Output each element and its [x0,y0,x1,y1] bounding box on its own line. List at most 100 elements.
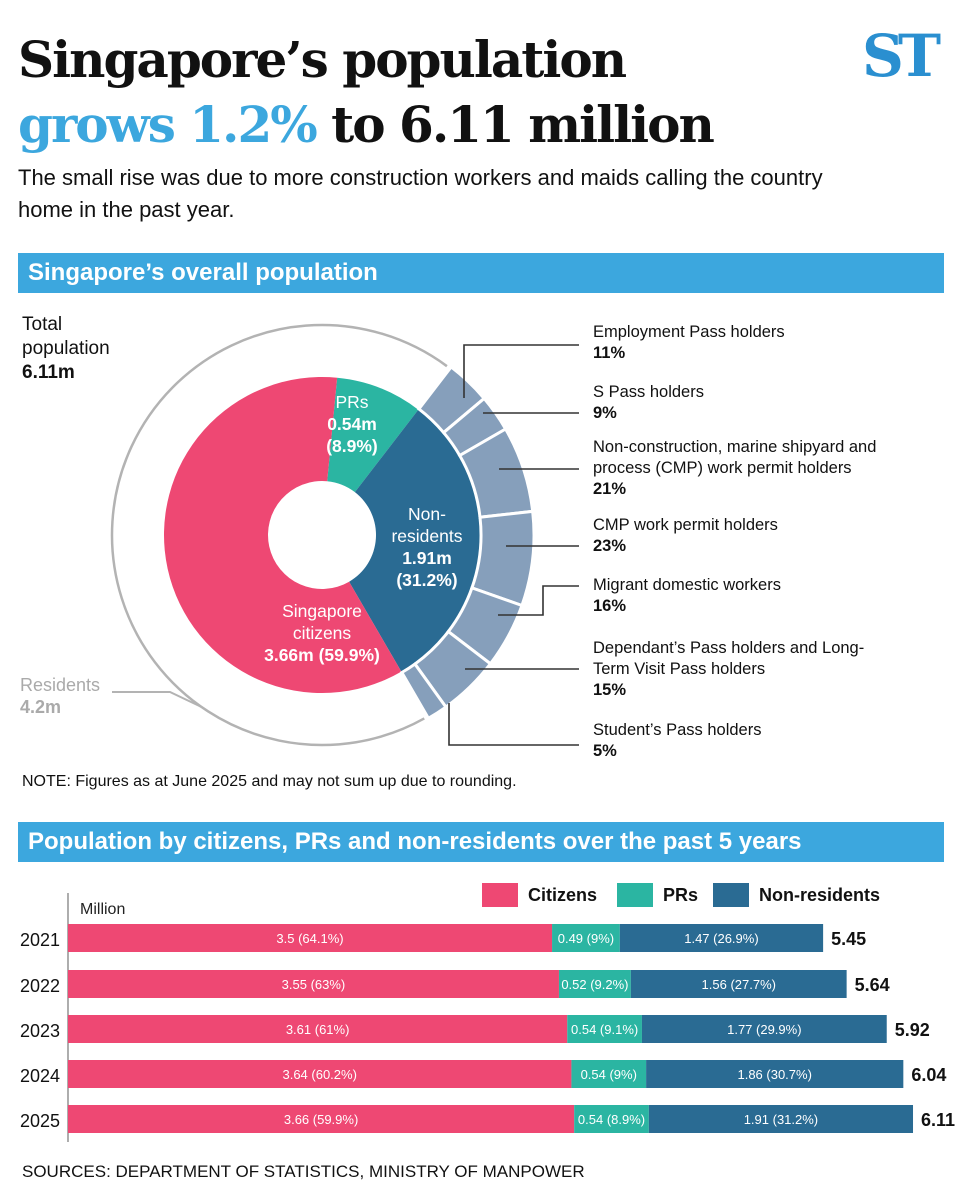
breakdown-label: Student’s Pass holders 5% [593,720,883,762]
residents-leader-line [112,691,202,708]
donut-slice-singapore-citizens [163,377,402,693]
section-heading-overall: Singapore’s overall population [18,253,944,293]
breakdown-percent: 23% [593,537,627,555]
slice-label: Singapore [282,601,362,621]
year-label: 2024 [20,1066,60,1086]
breakdown-label-text: Employment Pass holders [593,323,785,341]
slice-label: 3.66m (59.9%) [264,645,380,665]
breakdown-percent: 15% [593,681,627,699]
breakdown-label-text: Student’s Pass holders [593,721,762,739]
breakdown-percent: 9% [593,404,617,422]
breakdown-label: Migrant domestic workers 16% [593,575,883,617]
axis-unit-label: Million [80,901,125,918]
breakdown-label-text: CMP work permit holders [593,516,778,534]
donut-slice-prs [327,377,419,493]
breakdown-segment [399,661,448,721]
leader-line [448,703,579,746]
breakdown-percent: 16% [593,597,627,615]
bar-segment-citizens [68,1060,572,1088]
year-label: 2022 [20,976,60,996]
year-label: 2025 [20,1111,60,1131]
bar-data-label: 0.54 (9%) [581,1067,637,1082]
year-label: 2023 [20,1021,60,1041]
slice-label: Non- [408,504,446,524]
year-label: 2021 [20,930,60,950]
bar-data-label: 3.64 (60.2%) [282,1067,356,1082]
bar-segment-non-residents [648,1105,914,1133]
bar-data-label: 3.5 (64.1%) [276,931,343,946]
bar-total-label: 5.64 [855,975,890,995]
bar-segment-citizens [68,970,559,998]
bar-segment-non-residents [630,970,847,998]
bar-data-label: 1.86 (30.7%) [737,1067,811,1082]
bar-data-label: 0.54 (9.1%) [571,1022,638,1037]
bar-total-label: 6.04 [911,1065,946,1085]
bar-segment-prs [552,924,620,952]
headline-line1: Singapore’s population [18,30,627,89]
note: NOTE: Figures as at June 2025 and may no… [22,773,517,790]
bar-total-label: 5.45 [831,929,866,949]
breakdown-label: Non-construction, marine shipyard and pr… [593,437,933,500]
donut-slice-non-residents [349,409,480,672]
legend-label: PRs [663,885,698,905]
breakdown-label-text: Dependant’s Pass holders and Long-Term V… [593,639,865,678]
leader-line [498,585,579,616]
bar-segment-citizens [68,924,553,952]
bar-segment-prs [558,970,631,998]
bar-data-label: 1.47 (26.9%) [684,931,758,946]
breakdown-label-text: Non-construction, marine shipyard and pr… [593,438,877,477]
bar-data-label: 3.61 (61%) [286,1022,350,1037]
leader-line [463,344,579,398]
bar-segment-prs [567,1015,642,1043]
slice-label: citizens [293,623,352,643]
sources: SOURCES: DEPARTMENT OF STATISTICS, MINIS… [22,1162,585,1181]
bar-segment-citizens [68,1105,575,1133]
slice-label: residents [391,526,462,546]
slice-label: (8.9%) [326,436,378,456]
bar-data-label: 1.77 (29.9%) [727,1022,801,1037]
breakdown-label: S Pass holders 9% [593,382,883,424]
bar-segment-non-residents [646,1060,904,1088]
headline-rest: to 6.11 million [331,95,715,154]
bar-total-label: 5.92 [895,1020,930,1040]
headline-highlight: grows 1.2% [18,95,318,154]
headline-line2: grows 1.2% to 6.11 million [18,95,715,155]
breakdown-label: Dependant’s Pass holders and Long-Term V… [593,638,883,701]
slice-label: 0.54m [327,414,377,434]
total-population: Total population 6.11m [22,313,152,385]
breakdown-label: CMP work permit holders 23% [593,515,883,557]
subtitle: The small rise was due to more construct… [18,165,823,222]
bar-data-label: 3.66 (59.9%) [284,1112,358,1127]
bar-data-label: 0.52 (9.2%) [561,977,628,992]
slice-label: (31.2%) [396,570,457,590]
legend-label: Non-residents [759,885,880,905]
bar-segment-prs [574,1105,649,1133]
breakdown-percent: 21% [593,480,627,498]
slice-label: PRs [335,392,368,412]
total-label: Total population [22,314,110,359]
residents-value: 4.2m [20,697,62,717]
section-heading-5years: Population by citizens, PRs and non-resi… [18,822,944,862]
bar-segment-non-residents [619,924,824,952]
breakdown-label-text: Migrant domestic workers [593,576,781,594]
bar-data-label: 0.49 (9%) [558,931,614,946]
slice-label: 1.91m [402,548,452,568]
legend-swatch [713,883,749,907]
breakdown-label-text: S Pass holders [593,383,704,401]
breakdown-label: Employment Pass holders 11% [593,322,883,364]
st-logo: ST [862,22,941,90]
residents-label: Residents [20,675,101,695]
bar-data-label: 1.56 (27.7%) [702,977,776,992]
bar-segment-prs [571,1060,647,1088]
breakdown-percent: 5% [593,742,617,760]
legend-label: Citizens [528,885,597,905]
breakdown-percent: 11% [593,344,626,362]
legend-swatch [617,883,653,907]
bar-segment-non-residents [641,1015,887,1043]
residents-callout: Residents 4.2m [20,674,100,718]
legend-swatch [482,883,518,907]
bar-data-label: 3.55 (63%) [282,977,346,992]
bar-segment-citizens [68,1015,568,1043]
